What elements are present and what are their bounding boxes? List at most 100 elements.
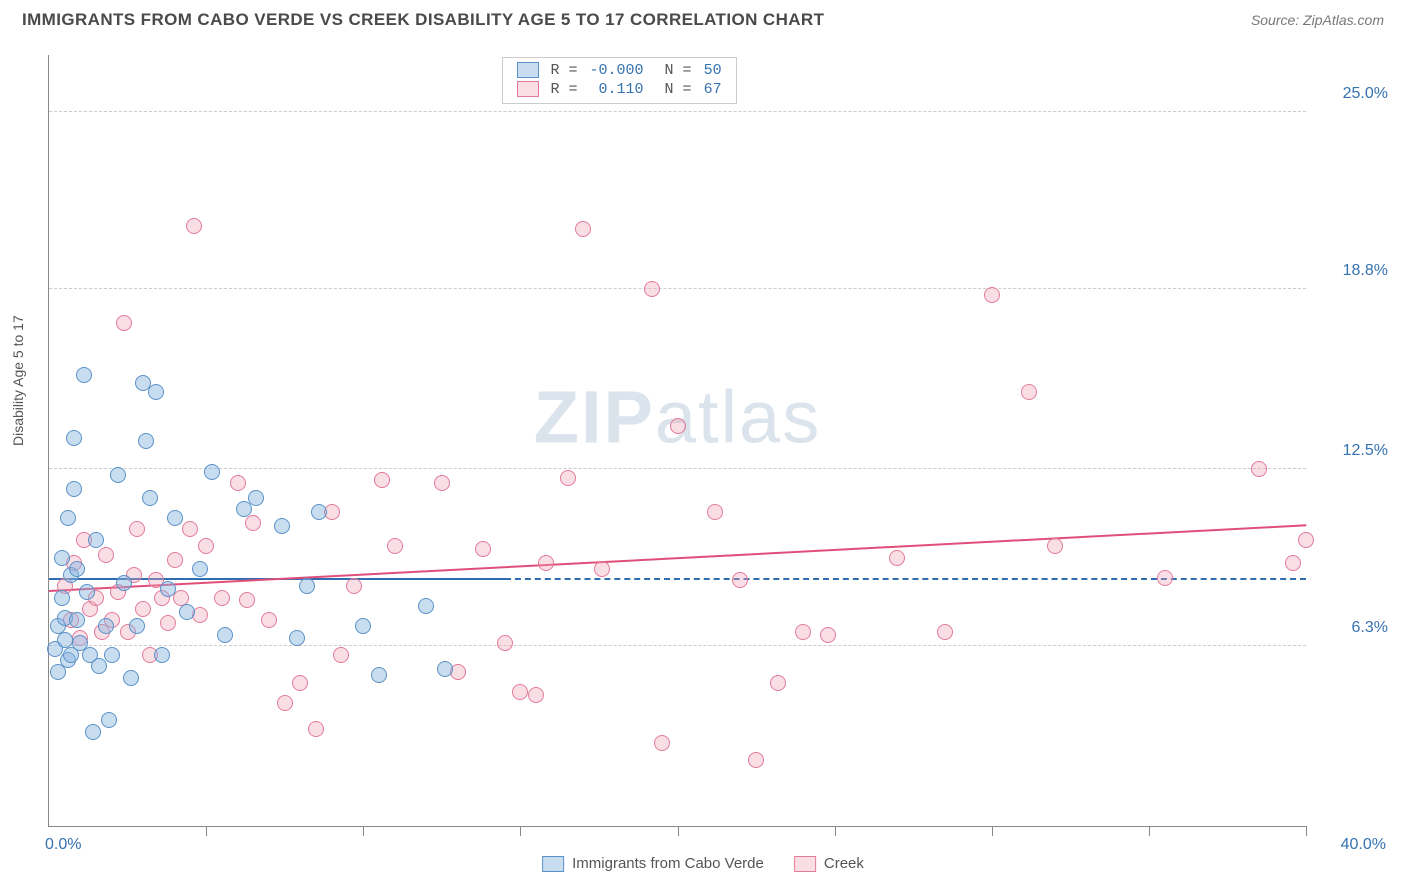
gridline bbox=[49, 288, 1306, 289]
data-point bbox=[198, 538, 214, 554]
gridline bbox=[49, 468, 1306, 469]
data-point bbox=[732, 572, 748, 588]
data-point bbox=[160, 615, 176, 631]
x-tick bbox=[1149, 826, 1150, 836]
data-point bbox=[371, 667, 387, 683]
x-tick bbox=[678, 826, 679, 836]
data-point bbox=[795, 624, 811, 640]
data-point bbox=[239, 592, 255, 608]
data-point bbox=[538, 555, 554, 571]
data-point bbox=[748, 752, 764, 768]
data-point bbox=[575, 221, 591, 237]
data-point bbox=[129, 618, 145, 634]
data-point bbox=[85, 724, 101, 740]
data-point bbox=[308, 721, 324, 737]
data-point bbox=[123, 670, 139, 686]
data-point bbox=[104, 647, 120, 663]
data-point bbox=[230, 475, 246, 491]
data-point bbox=[154, 647, 170, 663]
data-point bbox=[1021, 384, 1037, 400]
data-point bbox=[1047, 538, 1063, 554]
y-axis-label: Disability Age 5 to 17 bbox=[10, 315, 26, 446]
scatter-chart: ZIPatlas 0.0% 40.0% 6.3%12.5%18.8%25.0%R… bbox=[48, 55, 1306, 827]
data-point bbox=[76, 367, 92, 383]
chart-title: IMMIGRANTS FROM CABO VERDE VS CREEK DISA… bbox=[22, 10, 824, 30]
data-point bbox=[91, 658, 107, 674]
data-point bbox=[1298, 532, 1314, 548]
data-point bbox=[179, 604, 195, 620]
data-point bbox=[770, 675, 786, 691]
data-point bbox=[707, 504, 723, 520]
data-point bbox=[333, 647, 349, 663]
stats-legend: R =-0.000 N =50R =0.110 N =67 bbox=[502, 57, 737, 104]
data-point bbox=[214, 590, 230, 606]
x-tick bbox=[520, 826, 521, 836]
data-point bbox=[292, 675, 308, 691]
trend-line bbox=[505, 578, 1306, 580]
data-point bbox=[88, 532, 104, 548]
data-point bbox=[984, 287, 1000, 303]
data-point bbox=[138, 433, 154, 449]
data-point bbox=[129, 521, 145, 537]
data-point bbox=[820, 627, 836, 643]
data-point bbox=[311, 504, 327, 520]
data-point bbox=[192, 561, 208, 577]
source-label: Source: ZipAtlas.com bbox=[1251, 12, 1384, 28]
x-min-label: 0.0% bbox=[45, 836, 81, 854]
legend-item: Creek bbox=[794, 855, 864, 872]
data-point bbox=[387, 538, 403, 554]
data-point bbox=[594, 561, 610, 577]
gridline bbox=[49, 111, 1306, 112]
data-point bbox=[937, 624, 953, 640]
x-tick bbox=[206, 826, 207, 836]
data-point bbox=[60, 510, 76, 526]
y-tick-label: 18.8% bbox=[1313, 262, 1388, 280]
data-point bbox=[186, 218, 202, 234]
data-point bbox=[182, 521, 198, 537]
data-point bbox=[1157, 570, 1173, 586]
data-point bbox=[374, 472, 390, 488]
y-tick-label: 6.3% bbox=[1313, 619, 1388, 637]
data-point bbox=[274, 518, 290, 534]
data-point bbox=[355, 618, 371, 634]
data-point bbox=[135, 601, 151, 617]
data-point bbox=[116, 315, 132, 331]
x-tick bbox=[992, 826, 993, 836]
data-point bbox=[167, 552, 183, 568]
data-point bbox=[66, 430, 82, 446]
data-point bbox=[889, 550, 905, 566]
data-point bbox=[475, 541, 491, 557]
data-point bbox=[98, 547, 114, 563]
data-point bbox=[101, 712, 117, 728]
data-point bbox=[98, 618, 114, 634]
data-point bbox=[289, 630, 305, 646]
data-point bbox=[528, 687, 544, 703]
header: IMMIGRANTS FROM CABO VERDE VS CREEK DISA… bbox=[0, 0, 1406, 36]
data-point bbox=[245, 515, 261, 531]
data-point bbox=[54, 590, 70, 606]
data-point bbox=[346, 578, 362, 594]
data-point bbox=[437, 661, 453, 677]
bottom-legend: Immigrants from Cabo Verde Creek bbox=[542, 855, 864, 872]
trend-line bbox=[49, 524, 1306, 592]
y-tick-label: 12.5% bbox=[1313, 442, 1388, 460]
data-point bbox=[116, 575, 132, 591]
data-point bbox=[299, 578, 315, 594]
data-point bbox=[217, 627, 233, 643]
data-point bbox=[79, 584, 95, 600]
data-point bbox=[654, 735, 670, 751]
legend-item: Immigrants from Cabo Verde bbox=[542, 855, 764, 872]
data-point bbox=[418, 598, 434, 614]
data-point bbox=[497, 635, 513, 651]
data-point bbox=[66, 481, 82, 497]
x-max-label: 40.0% bbox=[1341, 836, 1386, 854]
data-point bbox=[160, 581, 176, 597]
data-point bbox=[1285, 555, 1301, 571]
data-point bbox=[644, 281, 660, 297]
data-point bbox=[69, 612, 85, 628]
data-point bbox=[148, 384, 164, 400]
data-point bbox=[512, 684, 528, 700]
data-point bbox=[110, 467, 126, 483]
data-point bbox=[670, 418, 686, 434]
data-point bbox=[261, 612, 277, 628]
